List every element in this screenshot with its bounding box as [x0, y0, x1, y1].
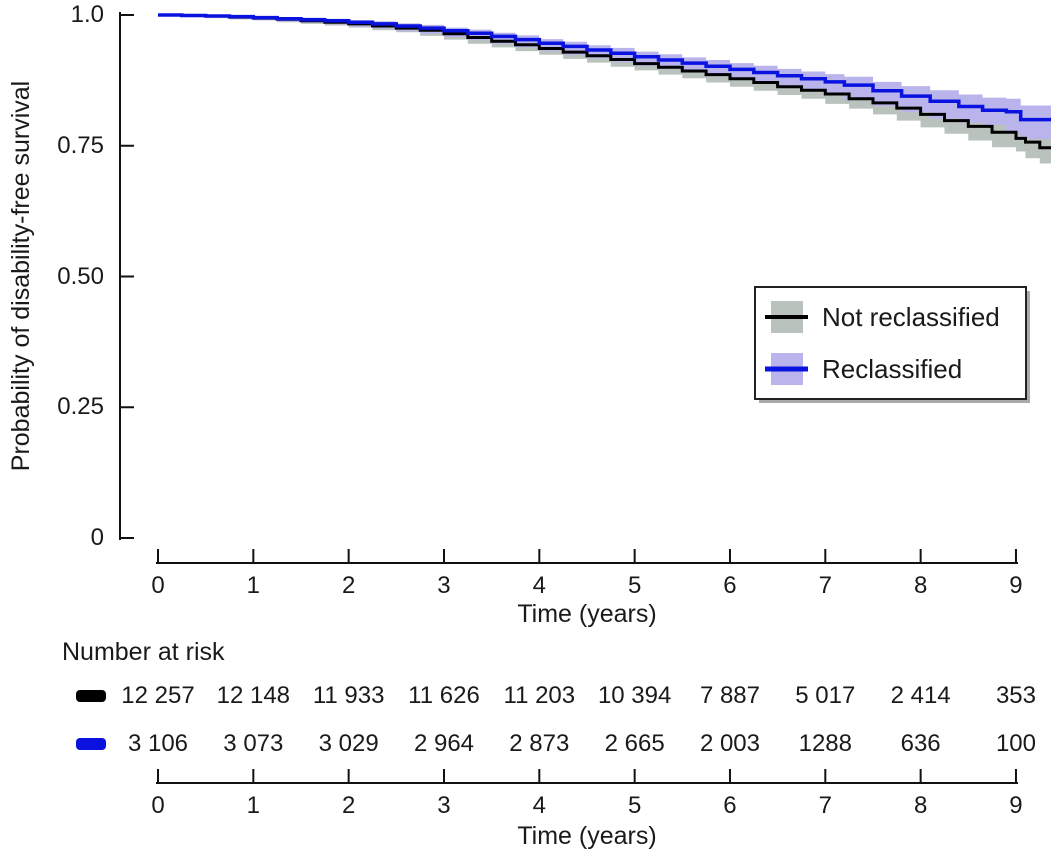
x-axis-tick-label: 8: [913, 572, 928, 599]
bottom-axis-tick-label: 8: [913, 792, 928, 819]
risk-value: 2 665: [604, 730, 665, 757]
bottom-axis-tick-label: 3: [437, 792, 451, 819]
risk-value: 12 257: [121, 682, 195, 709]
risk-table-title: Number at risk: [62, 638, 225, 666]
x-axis-tick-label: 6: [723, 572, 737, 599]
risk-value: 3 029: [318, 730, 379, 757]
risk-value: 353: [995, 682, 1036, 709]
risk-value: 1288: [798, 730, 852, 757]
risk-value: 3 073: [223, 730, 284, 757]
y-tick-label: 0: [90, 524, 104, 551]
risk-marker-reclassified: [76, 738, 106, 750]
risk-value: 5 017: [795, 682, 856, 709]
y-axis-title: Probability of disability-free survival: [7, 80, 35, 472]
x-axis-tick-label: 7: [818, 572, 832, 599]
ci-band-reclassified: [158, 15, 1051, 139]
legend-label-not-reclassified: Not reclassified: [822, 302, 1000, 332]
bottom-axis-tick-label: 6: [723, 792, 737, 819]
y-tick-label: 0.75: [57, 131, 104, 159]
risk-value: 636: [900, 730, 941, 757]
risk-value: 11 933: [312, 682, 385, 709]
bottom-axis-tick-label: 5: [627, 792, 642, 819]
x-axis-tick-label: 0: [151, 572, 165, 599]
x-axis-tick-label: 5: [627, 572, 642, 599]
risk-value: 12 148: [216, 682, 291, 709]
risk-value: 2 964: [413, 730, 475, 757]
x-axis-title: Time (years): [517, 600, 657, 628]
risk-marker-not-reclassified: [76, 690, 106, 702]
bottom-axis-title: Time (years): [517, 822, 657, 850]
x-axis-tick-label: 2: [341, 572, 356, 599]
risk-value: 100: [995, 730, 1036, 757]
x-axis-tick-label: 9: [1009, 572, 1023, 599]
risk-value: 2 873: [509, 730, 570, 757]
y-tick-label: 1.0: [70, 1, 104, 28]
series-line-reclassified: [158, 13, 1051, 122]
risk-value: 11 203: [503, 682, 576, 709]
x-axis-tick-label: 4: [532, 572, 546, 599]
legend-label-reclassified: Reclassified: [822, 354, 963, 384]
risk-value: 11 626: [408, 682, 480, 709]
x-axis-tick-label: 1: [246, 572, 261, 599]
risk-value: 2 003: [699, 730, 760, 757]
risk-value: 7 887: [699, 682, 760, 709]
bottom-axis-tick-label: 0: [151, 792, 165, 819]
bottom-axis-tick-label: 1: [246, 792, 261, 819]
risk-value: 10 394: [597, 682, 672, 709]
x-axis-tick-label: 3: [437, 572, 451, 599]
y-tick-label: 0.50: [57, 262, 104, 290]
bottom-axis-tick-label: 2: [341, 792, 356, 819]
bottom-axis-tick-label: 9: [1009, 792, 1023, 819]
risk-value: 3 106: [127, 730, 189, 757]
bottom-axis-tick-label: 4: [532, 792, 546, 819]
y-tick-label: 0.25: [57, 393, 104, 421]
risk-value: 2 414: [890, 682, 951, 709]
series-line-not-reclassified: [158, 13, 1051, 150]
bottom-axis-tick-label: 7: [818, 792, 832, 819]
